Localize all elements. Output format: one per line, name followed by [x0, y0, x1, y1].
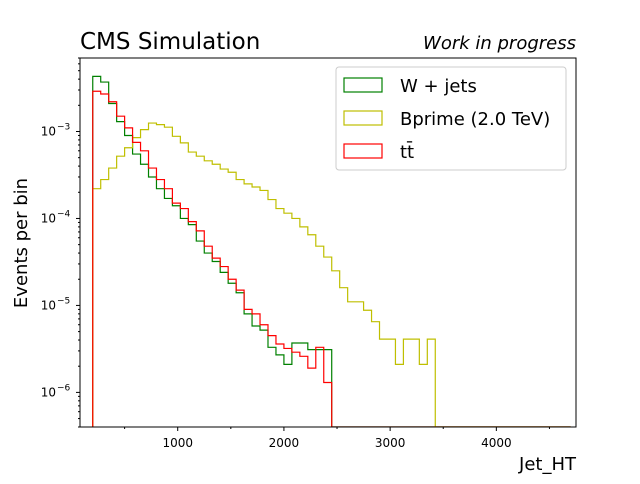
- y-tick-label: 10: [41, 385, 56, 399]
- legend-swatch-wjets: [343, 77, 383, 93]
- legend-swatch-ttbar: [343, 143, 383, 159]
- chart-title: CMS Simulation: [80, 29, 260, 55]
- chart-status: Work in progress: [423, 33, 576, 54]
- x-axis-title: Jet_HT: [518, 454, 577, 475]
- x-tick-label: 4000: [481, 436, 512, 450]
- legend-swatch-bprime: [343, 110, 383, 126]
- series-line-1: [92, 122, 571, 427]
- x-tick-label: 3000: [375, 436, 406, 450]
- legend-label-bprime: Bprime (2.0 TeV): [400, 109, 550, 130]
- y-axis-title: Events per bin: [11, 178, 32, 308]
- y-tick-exponent: −6: [57, 383, 71, 393]
- y-tick-exponent: −3: [57, 122, 70, 132]
- plot-frame: [79, 57, 577, 428]
- legend-label-wjets: W + jets: [400, 76, 477, 97]
- y-tick-label: 10: [41, 124, 56, 138]
- series-layer: [92, 75, 571, 427]
- legend: W + jets Bprime (2.0 TeV) tt̄: [335, 66, 567, 171]
- legend-label-ttbar: tt̄: [400, 141, 414, 163]
- y-tick-exponent: −5: [57, 296, 70, 306]
- y-tick-label: 10: [41, 211, 56, 225]
- legend-box: [335, 66, 567, 171]
- x-tick-label: 1000: [162, 436, 193, 450]
- y-tick-exponent: −4: [57, 209, 71, 219]
- y-tick-label: 10: [41, 298, 56, 312]
- series-line-2: [92, 90, 571, 427]
- x-tick-label: 2000: [269, 436, 300, 450]
